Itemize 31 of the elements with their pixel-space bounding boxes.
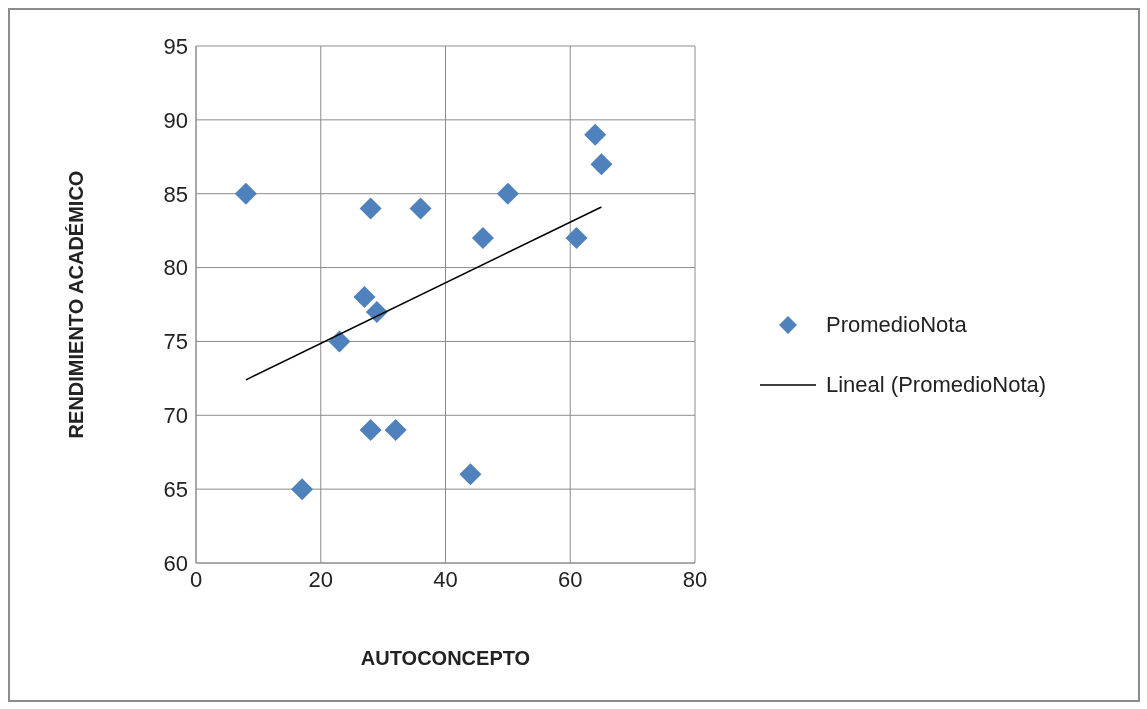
x-tick-label: 40 <box>433 566 458 592</box>
point <box>234 182 257 205</box>
point <box>584 123 607 146</box>
y-tick-label: 65 <box>163 476 188 502</box>
x-tick-label: 60 <box>558 566 583 592</box>
legend-label: PromedioNota <box>826 312 967 338</box>
y-tick-label: 90 <box>163 107 188 133</box>
point <box>359 197 382 220</box>
y-tick-label: 95 <box>163 33 188 59</box>
x-tick-label: 20 <box>308 566 333 592</box>
point <box>590 153 613 176</box>
point <box>471 227 494 250</box>
x-tick-label: 0 <box>189 566 203 592</box>
point <box>384 419 407 442</box>
point <box>359 419 382 442</box>
y-tick-label: 70 <box>163 403 188 429</box>
point <box>409 197 432 220</box>
point <box>365 300 388 323</box>
y-axis-title: RENDIMIENTO ACADÉMICO <box>65 170 88 439</box>
x-axis-title: AUTOCONCEPTO <box>360 647 531 669</box>
x-tick-label: 80 <box>682 566 708 592</box>
point <box>496 182 519 205</box>
y-tick-label: 75 <box>163 329 188 355</box>
point <box>291 478 314 501</box>
point <box>565 227 588 250</box>
point <box>459 463 482 486</box>
y-tick-label: 80 <box>163 255 188 281</box>
point <box>353 286 376 309</box>
y-tick-label: 60 <box>163 550 188 576</box>
legend-label: Lineal (PromedioNota) <box>826 372 1047 398</box>
y-tick-label: 85 <box>163 181 188 207</box>
